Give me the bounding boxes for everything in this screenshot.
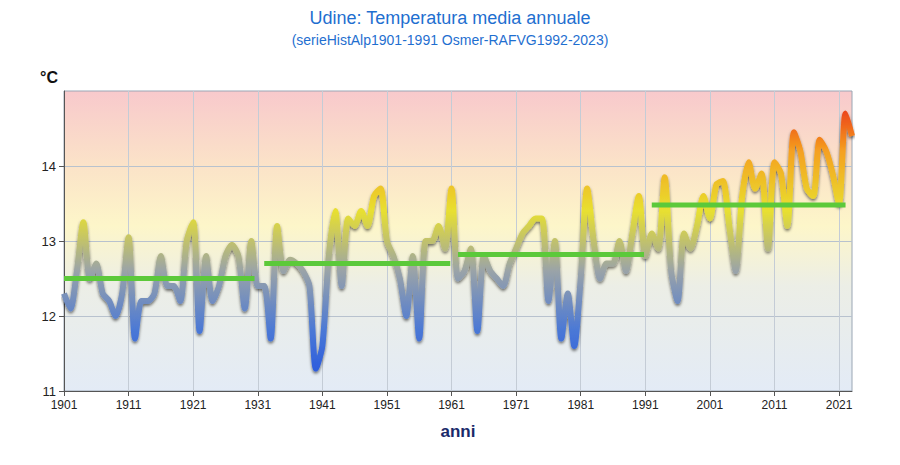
svg-text:1961: 1961 (438, 398, 465, 412)
svg-text:1971: 1971 (503, 398, 530, 412)
svg-text:12: 12 (42, 309, 56, 324)
svg-text:1951: 1951 (374, 398, 401, 412)
svg-text:1981: 1981 (567, 398, 594, 412)
svg-text:anni: anni (441, 422, 476, 441)
svg-text:2001: 2001 (697, 398, 724, 412)
svg-text:1931: 1931 (244, 398, 271, 412)
svg-text:1921: 1921 (180, 398, 207, 412)
svg-text:°C: °C (40, 69, 58, 86)
svg-text:(serieHistAlp1901-1991 Osmer-R: (serieHistAlp1901-1991 Osmer-RAFVG1992-2… (292, 32, 609, 48)
svg-text:1941: 1941 (309, 398, 336, 412)
svg-text:1991: 1991 (632, 398, 659, 412)
svg-text:13: 13 (42, 234, 56, 249)
svg-text:2011: 2011 (762, 398, 788, 412)
svg-text:1901: 1901 (51, 398, 78, 412)
svg-text:Udine: Temperatura media annua: Udine: Temperatura media annuale (310, 8, 591, 28)
svg-text:1911: 1911 (116, 398, 142, 412)
svg-text:14: 14 (42, 159, 56, 174)
svg-text:11: 11 (43, 384, 57, 399)
svg-text:2021: 2021 (826, 398, 853, 412)
